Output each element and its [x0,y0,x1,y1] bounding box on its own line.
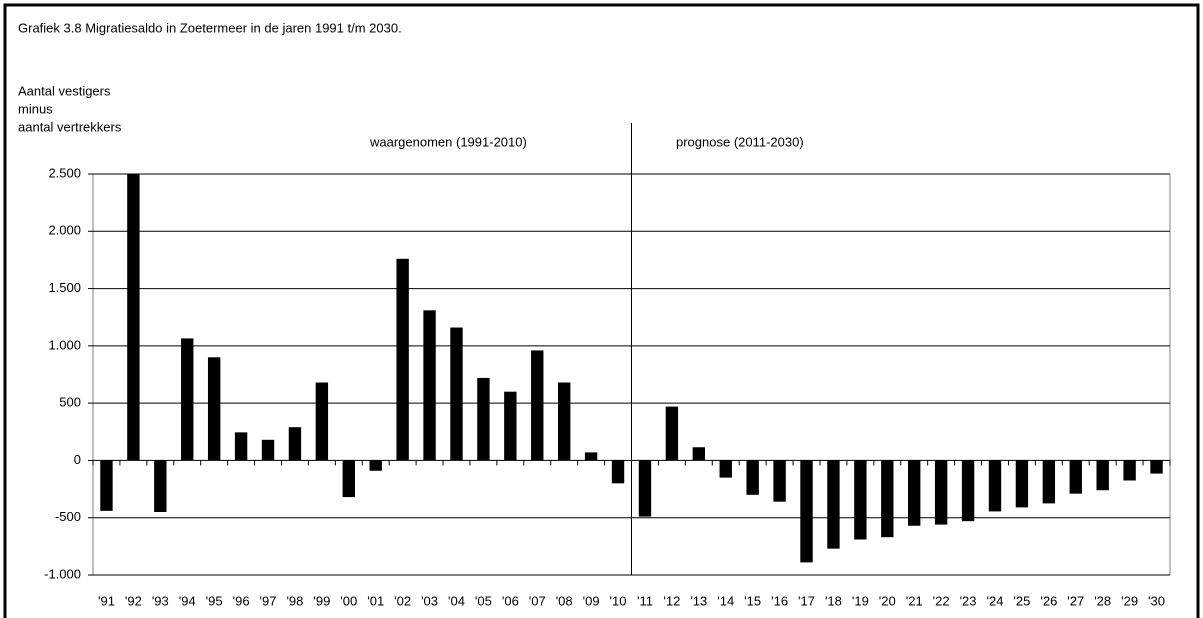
x-tick-label: '08 [556,593,573,608]
bar [1150,460,1163,474]
bar [638,460,652,517]
x-tick-label: '02 [394,593,411,608]
y-label: Aantal vestigers [18,83,111,98]
x-tick-label: '00 [340,593,357,608]
y-label: minus [18,101,53,116]
x-tick-label: '24 [987,593,1004,608]
bar [288,427,302,461]
bar [261,439,275,461]
x-tick-label: '20 [879,593,896,608]
x-tick-label: '05 [475,593,492,608]
bar [207,357,221,461]
x-tick-label: '01 [367,593,384,608]
y-label: aantal vertrekkers [18,119,122,134]
x-tick-label: '27 [1067,593,1084,608]
y-tick-label: 1.500 [48,280,81,295]
x-tick-label: '18 [825,593,842,608]
bar [584,452,598,461]
x-tick-label: '98 [286,593,303,608]
x-tick-label: '19 [852,593,869,608]
x-tick-label: '09 [583,593,600,608]
bar [827,460,840,549]
bar [719,460,732,478]
x-tick-label: '96 [233,593,250,608]
x-tick-label: '17 [798,593,815,608]
bar [369,460,382,471]
x-tick-label: '91 [98,593,115,608]
bar [531,350,544,461]
bar [961,460,975,522]
bar [908,460,921,526]
chart-title: Grafiek 3.8 Migratiesaldo in Zoetermeer … [18,20,402,35]
bar [988,460,1002,512]
x-tick-label: '94 [179,593,196,608]
y-tick-label: -500 [55,509,81,524]
x-tick-label: '14 [717,593,734,608]
bar [1042,460,1056,504]
bar [611,460,625,484]
x-tick-label: '26 [1040,593,1057,608]
x-tick-label: '92 [125,593,142,608]
bar [800,460,813,563]
x-tick-label: '29 [1121,593,1138,608]
x-tick-label: '21 [906,593,923,608]
x-tick-label: '95 [206,593,223,608]
x-tick-label: '11 [637,593,653,608]
y-tick-label: 2.500 [48,165,81,180]
y-tick-label: 2.000 [48,223,81,238]
x-tick-label: '12 [663,593,680,608]
annotation: prognose (2011-2030) [676,134,804,149]
x-tick-label: '10 [610,593,627,608]
bar [854,460,867,540]
bar [315,382,329,461]
bar [665,406,679,461]
bar [1015,460,1029,508]
x-tick-label: '93 [152,593,169,608]
bar [396,258,409,461]
bar [1096,460,1109,491]
bar [154,460,167,512]
bar [1123,460,1136,481]
x-tick-label: '25 [1013,593,1030,608]
x-tick-label: '16 [771,593,788,608]
y-tick-label: 500 [59,395,81,410]
x-tick-label: '06 [502,593,519,608]
bar [1069,460,1082,494]
bar [234,432,248,461]
x-tick-label: '22 [933,593,950,608]
annotation: waargenomen (1991-2010) [369,134,527,149]
x-tick-label: '07 [529,593,546,608]
x-tick-label: '23 [960,593,977,608]
y-tick-label: 0 [74,452,81,467]
bar [881,460,894,538]
x-tick-label: '99 [313,593,330,608]
y-tick-label: -1.000 [44,566,81,581]
x-tick-label: '04 [448,593,465,608]
x-tick-label: '28 [1094,593,1111,608]
bar [557,382,571,461]
bar [773,460,786,502]
bar [692,447,706,461]
bar [423,310,436,461]
bar [934,460,948,525]
bar [342,460,355,498]
bar [477,377,490,461]
bar [127,174,140,461]
bar [100,460,113,511]
frame [3,3,1200,618]
x-tick-label: '30 [1148,593,1165,608]
x-tick-label: '15 [744,593,761,608]
x-tick-label: '13 [690,593,707,608]
x-tick-label: '97 [260,593,277,608]
x-tick-label: '03 [421,593,438,608]
bar [504,391,517,461]
bar [450,327,463,461]
bar [746,460,759,495]
bar [181,338,194,461]
y-tick-label: 1.000 [48,337,81,352]
